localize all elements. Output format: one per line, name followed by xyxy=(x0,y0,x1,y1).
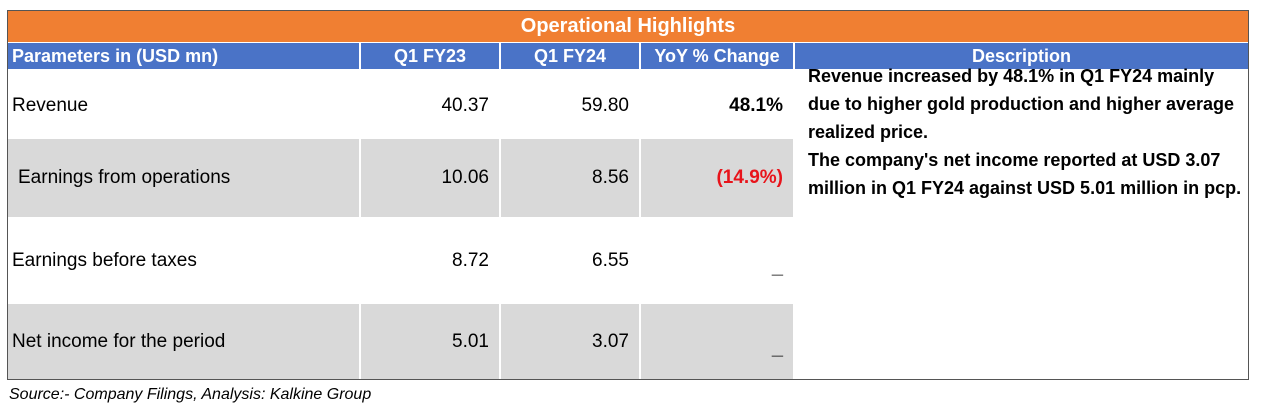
description-revenue-note: Revenue increased by 48.1% in Q1 FY24 ma… xyxy=(808,66,1235,142)
highlights-table: Operational Highlights Parameters in (US… xyxy=(7,10,1249,380)
row-net-income-q1-fy24: 3.07 xyxy=(501,304,639,379)
row-revenue-label: Revenue xyxy=(12,95,89,116)
header-parameters: Parameters in (USD mn) xyxy=(8,43,359,69)
table-title: Operational Highlights xyxy=(8,11,1248,42)
row-earnings-ops-q1-fy24: 8.56 xyxy=(501,139,639,217)
header-q1-fy24: Q1 FY24 xyxy=(501,43,639,69)
row-net-income-label: Net income for the period xyxy=(8,304,359,379)
row-ebt-yoy: _ xyxy=(771,256,783,278)
row-ebt-q1-fy24: 6.55 xyxy=(592,249,629,271)
row-earnings-ops-label: Earnings from operations xyxy=(8,139,359,217)
row-net-income-yoy: _ xyxy=(641,304,793,379)
row-earnings-ops-q1-fy23: 10.06 xyxy=(361,139,499,217)
row-revenue-yoy: 48.1% xyxy=(729,95,783,116)
row-ebt-label: Earnings before taxes xyxy=(12,249,197,271)
row-ebt-q1-fy23: 8.72 xyxy=(452,249,489,271)
description-text: Revenue increased by 48.1% in Q1 FY24 ma… xyxy=(808,62,1242,202)
source-note: Source:- Company Filings, Analysis: Kalk… xyxy=(9,386,372,403)
description-income-note: The company's net income reported at USD… xyxy=(808,150,1242,198)
row-net-income-q1-fy23: 5.01 xyxy=(361,304,499,379)
header-description: Description xyxy=(795,43,1248,69)
row-revenue-q1-fy24: 59.80 xyxy=(581,95,629,116)
header-yoy-change: YoY % Change xyxy=(641,43,793,69)
header-q1-fy23: Q1 FY23 xyxy=(361,43,499,69)
row-revenue-q1-fy23: 40.37 xyxy=(441,95,489,116)
row-earnings-ops-yoy: (14.9%) xyxy=(641,139,793,217)
